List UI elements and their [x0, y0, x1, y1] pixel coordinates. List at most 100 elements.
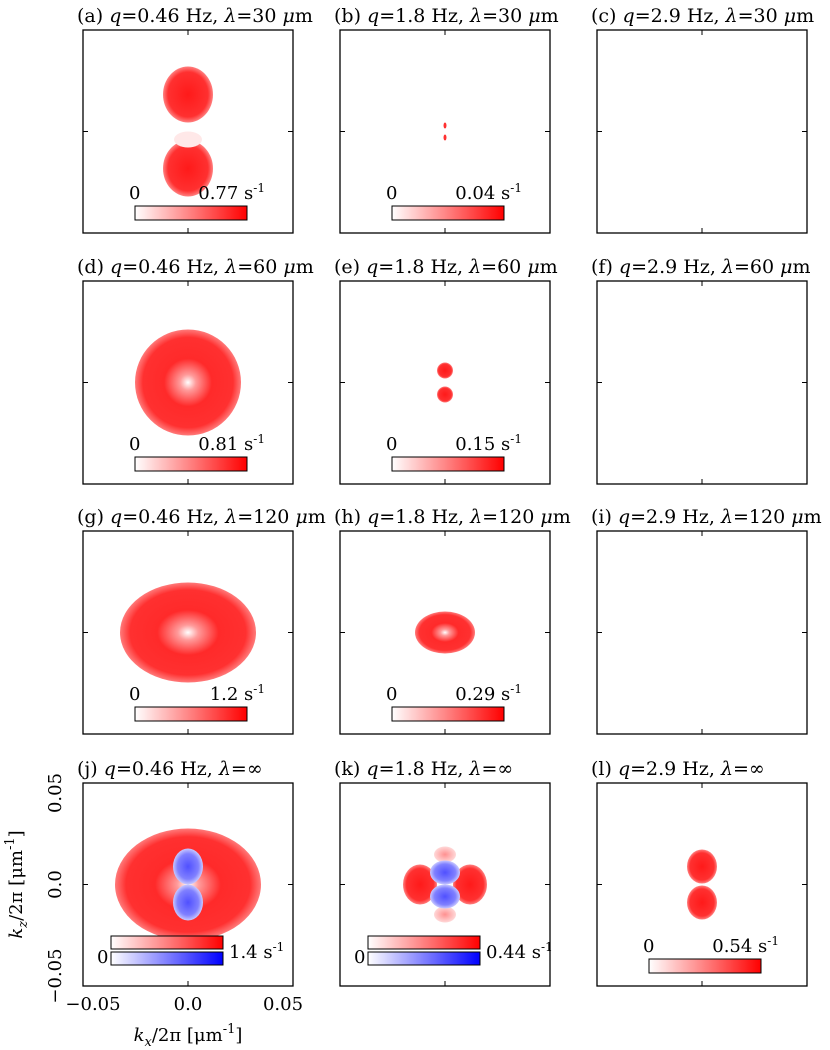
ticks — [340, 281, 550, 484]
lobe-left — [403, 864, 437, 905]
blue-lobe-upper — [173, 848, 203, 885]
heatmap — [403, 846, 487, 923]
colorbar-positive — [391, 456, 505, 472]
ticks — [597, 783, 807, 986]
y-tick-label: 0.0 — [45, 870, 66, 899]
colorbar-max-label: 0.77 s-1 — [198, 181, 265, 204]
ticks — [597, 30, 807, 233]
panel-title: (i) q=2.9 Hz, λ=120 μm — [591, 506, 822, 528]
heatmap — [437, 362, 453, 403]
panel-title: (l) q=2.9 Hz, λ=∞ — [591, 758, 765, 780]
plot-frame — [339, 280, 551, 485]
colorbar-max-label: 0.54 s-1 — [712, 934, 779, 957]
panel-title: (b) q=1.8 Hz, λ=30 μm — [334, 5, 559, 27]
colorbar-max-label: 0.44 s-1 — [486, 940, 553, 963]
colorbar: 0 1.2 s-1 — [129, 682, 265, 722]
colorbar: 0 0.15 s-1 — [386, 432, 522, 472]
panel-g: (g) q=0.46 Hz, λ=120 μm 0 1.2 s-1 — [77, 506, 326, 735]
lobe-upper — [443, 122, 447, 129]
colorbar-max-label: 1.4 s-1 — [229, 940, 284, 963]
panel-title: (h) q=1.8 Hz, λ=120 μm — [334, 506, 571, 528]
heatmap — [135, 329, 241, 436]
panel-b: (b) q=1.8 Hz, λ=30 μm 0 0.04 s-1 — [334, 5, 559, 234]
x-axis-label: kx/2π [μm-1] — [134, 1022, 243, 1050]
panel-c: (c) q=2.9 Hz, λ=30 μm — [591, 5, 814, 234]
plot-frame — [596, 782, 808, 987]
panel-e: (e) q=1.8 Hz, λ=60 μm 0 0.15 s-1 — [334, 256, 558, 485]
colorbar: 0 0.04 s-1 — [386, 181, 522, 221]
lobe-lower — [687, 885, 717, 920]
panel-title: (f) q=2.9 Hz, λ=60 μm — [591, 256, 811, 278]
lobe-neck — [174, 131, 202, 148]
colorbar-positive — [134, 456, 248, 472]
faint-lower — [434, 906, 456, 923]
lobe-lower — [163, 140, 213, 197]
colorbar-positive — [391, 205, 505, 221]
panel-j: (j) q=0.46 Hz, λ=∞ 0 1.4 s-1 — [77, 758, 294, 987]
colorbar-positive — [648, 958, 762, 974]
colorbar-min-label: 0 — [386, 183, 397, 204]
lobe-upper — [687, 849, 717, 884]
colorbar-positive — [367, 935, 481, 950]
panel-i: (i) q=2.9 Hz, λ=120 μm — [591, 506, 822, 735]
ticks — [83, 783, 293, 986]
y-tick-label: −0.05 — [45, 948, 66, 1003]
panel-title: (j) q=0.46 Hz, λ=∞ — [77, 758, 263, 780]
colorbar-min-label: 0 — [129, 434, 140, 455]
colorbar-positive — [391, 706, 505, 722]
ticks — [83, 531, 293, 734]
colorbar-max-label: 0.29 s-1 — [455, 682, 522, 705]
x-tick-label: 0.0 — [174, 994, 203, 1015]
panel-title: (a) q=0.46 Hz, λ=30 μm — [77, 5, 313, 27]
panel-title: (e) q=1.8 Hz, λ=60 μm — [334, 256, 558, 278]
heatmap — [443, 122, 447, 141]
colorbar-max-label: 0.15 s-1 — [455, 432, 522, 455]
lobe-lower — [437, 386, 453, 403]
panel-title: (g) q=0.46 Hz, λ=120 μm — [77, 506, 326, 528]
ticks — [597, 281, 807, 484]
colorbar-max-label: 0.04 s-1 — [455, 181, 522, 204]
panel-title: (c) q=2.9 Hz, λ=30 μm — [591, 5, 814, 27]
y-tick-label: 0.05 — [45, 773, 66, 813]
colorbar-max-label: 0.81 s-1 — [198, 432, 265, 455]
faint-upper — [434, 846, 456, 863]
colorbar-min-label: 0 — [354, 947, 365, 968]
panel-title: (d) q=0.46 Hz, λ=60 μm — [77, 256, 314, 278]
heatmap — [120, 582, 256, 683]
heatmap — [687, 849, 717, 920]
plot-frame — [596, 530, 808, 735]
lobe-right — [453, 864, 487, 905]
colorbar-max-label: 1.2 s-1 — [210, 682, 265, 705]
colorbar-positive — [134, 205, 248, 221]
y-axis-label: kz/2π [μm-1] — [3, 830, 31, 938]
x-tick-label: 0.05 — [263, 994, 303, 1015]
blue-lobe-upper — [430, 860, 460, 885]
colorbar-min-label: 0 — [386, 684, 397, 705]
colorbar-positive — [110, 935, 224, 950]
colorbar-positive — [134, 706, 248, 722]
panel-h: (h) q=1.8 Hz, λ=120 μm 0 0.29 s-1 — [334, 506, 571, 735]
colorbar-min-label: 0 — [386, 434, 397, 455]
ticks — [83, 281, 293, 484]
panel-title: (k) q=1.8 Hz, λ=∞ — [334, 758, 513, 780]
colorbar-min-label: 0 — [129, 183, 140, 204]
x-tick-label: −0.05 — [65, 994, 120, 1015]
plot-frame — [596, 29, 808, 234]
lobe-upper — [437, 362, 453, 379]
ring — [135, 329, 241, 436]
ticks — [340, 30, 550, 233]
plot-frame — [339, 29, 551, 234]
colorbar-min-label: 0 — [97, 947, 108, 968]
colorbar: 0 0.44 s-1 — [354, 935, 553, 968]
panel-f: (f) q=2.9 Hz, λ=60 μm — [591, 256, 811, 485]
ticks — [340, 783, 550, 986]
colorbar: 0 1.4 s-1 — [97, 935, 284, 968]
colorbar: 0 0.77 s-1 — [129, 181, 265, 221]
colorbar-negative — [110, 951, 224, 966]
blue-lobe-lower — [173, 884, 203, 921]
lobe-lower — [443, 134, 447, 141]
ticks — [340, 531, 550, 734]
colorbar-negative — [367, 951, 481, 966]
plot-frame — [596, 280, 808, 485]
heatmap — [415, 611, 475, 654]
